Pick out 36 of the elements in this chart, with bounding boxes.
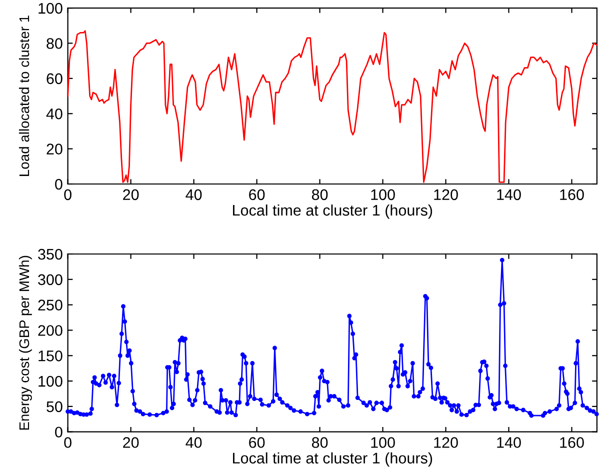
y-tick-label: 0 [55, 178, 62, 190]
y-tick-label: 20 [46, 144, 62, 154]
y-tick-label: 100 [38, 2, 62, 14]
x-tick-label: 20 [123, 437, 139, 448]
y-tick-label: 100 [38, 376, 62, 387]
y-tick-label: 40 [46, 108, 62, 120]
x-tick-label: 80 [312, 189, 328, 200]
y-tick-label: 300 [38, 274, 62, 286]
y-axis-title: Energy cost (GBP per MWh) [18, 256, 32, 430]
x-tick-label: 60 [249, 189, 265, 200]
x-tick-label: 80 [312, 437, 328, 448]
x-tick-label: 0 [64, 189, 72, 200]
y-axis-title: Load allocated to cluster 1 [18, 16, 30, 176]
y-tick-label: 350 [38, 248, 62, 260]
x-tick-label: 20 [123, 189, 139, 200]
x-tick-label: 40 [186, 437, 202, 448]
x-tick-label: 100 [371, 437, 395, 448]
x-tick-label: 140 [497, 437, 521, 448]
x-tick-label: 60 [249, 437, 265, 448]
y-tick-label: 60 [46, 73, 62, 84]
x-tick-label: 120 [434, 437, 458, 448]
y-tick-label: 80 [46, 38, 62, 49]
x-tick-label: 160 [560, 437, 584, 448]
x-tick-label: 120 [434, 189, 458, 200]
x-tick-label: 100 [371, 189, 395, 200]
x-axis-title: Local time at cluster 1 (hours) [233, 204, 432, 219]
x-tick-label: 0 [64, 437, 72, 448]
x-tick-label: 40 [186, 189, 202, 200]
y-tick-label: 250 [38, 300, 62, 310]
y-tick-label: 200 [38, 325, 62, 336]
x-tick-label: 140 [497, 189, 521, 200]
y-tick-label: 50 [46, 401, 62, 412]
x-tick-label: 160 [560, 189, 584, 200]
y-tick-label: 0 [55, 426, 62, 438]
y-tick-label: 150 [38, 350, 62, 362]
x-axis-title: Local time at cluster 1 (hours) [233, 452, 432, 467]
